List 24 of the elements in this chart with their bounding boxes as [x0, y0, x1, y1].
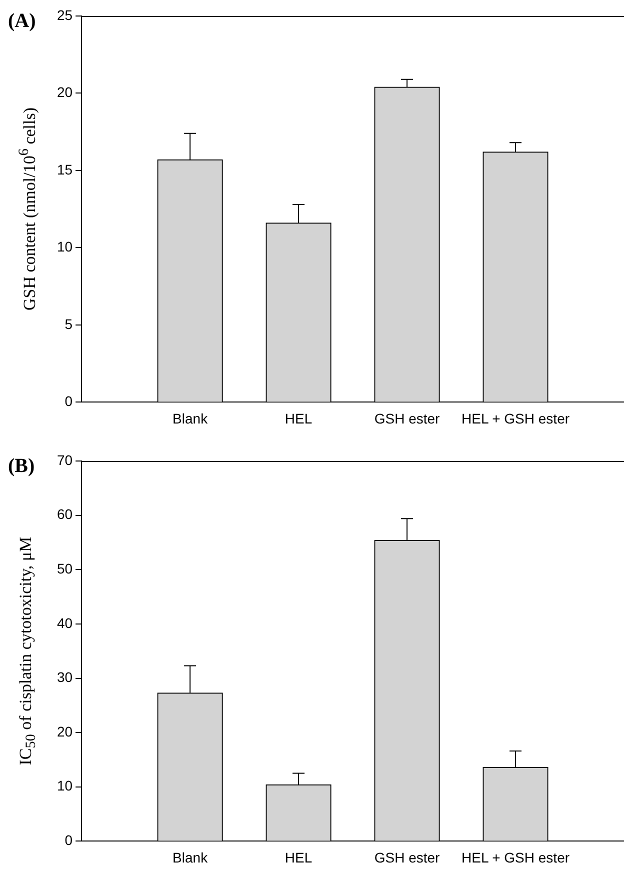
x-tick-label: HEL + GSH ester — [462, 849, 570, 866]
y-tick-label: 60 — [56, 506, 73, 522]
y-tick-label: 5 — [64, 316, 73, 332]
y-tick-label: 20 — [56, 723, 73, 740]
y-tick-label: 10 — [56, 238, 73, 255]
x-tick-label: Blank — [172, 410, 209, 426]
y-tick-label: 40 — [56, 614, 73, 631]
y-tick-label: 15 — [56, 161, 73, 178]
x-tick-label: GSH ester — [374, 849, 440, 866]
y-tick-label: 70 — [56, 452, 73, 468]
y-tick-label: 10 — [56, 778, 73, 794]
y-tick-label: 50 — [56, 560, 73, 576]
x-tick-label: HEL — [284, 849, 312, 866]
y-tick-label: 25 — [56, 6, 73, 23]
y-tick-label: 20 — [56, 84, 73, 100]
y-tick-label: 30 — [56, 669, 73, 686]
chart-title: (A) — [8, 10, 36, 33]
y-tick-label: 0 — [64, 393, 73, 410]
y-tick-label: 0 — [64, 832, 73, 848]
x-tick-label: HEL — [284, 410, 312, 426]
x-tick-label: Blank — [172, 849, 209, 866]
x-tick-label: GSH ester — [374, 410, 440, 426]
x-tick-label: HEL + GSH ester — [462, 410, 570, 426]
chart-title: (B) — [8, 455, 35, 478]
